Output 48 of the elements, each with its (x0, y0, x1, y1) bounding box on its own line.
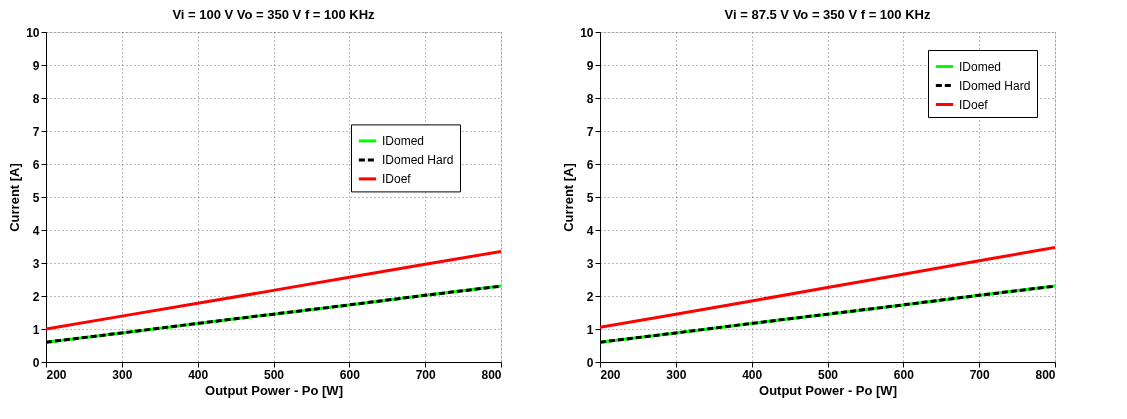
y-tick-label: 0 (586, 355, 594, 370)
x-tick-label: 700 (415, 367, 436, 382)
x-tick-label: 500 (263, 367, 285, 382)
y-tick-label: 3 (586, 256, 594, 271)
y-tick-label: 1 (32, 322, 40, 337)
y-tick-label: 9 (586, 58, 594, 73)
x-tick-label: 200 (600, 367, 621, 382)
legend-label: IDomed Hard (382, 152, 454, 167)
y-tick-label: 6 (32, 157, 40, 172)
y-tick-label: 4 (32, 223, 40, 238)
x-tick-label: 600 (893, 367, 915, 382)
x-tick-label: 600 (339, 367, 361, 382)
chart-title: Vi = 87.5 V Vo = 350 V f = 100 KHz (724, 7, 931, 22)
x-tick-label: 300 (666, 367, 687, 382)
x-tick-label: 400 (742, 367, 763, 382)
y-tick-label: 10 (580, 25, 594, 40)
legend-label: IDoef (959, 97, 989, 112)
x-tick-label: 500 (817, 367, 839, 382)
chart-title: Vi = 100 V Vo = 350 V f = 100 KHz (172, 7, 376, 22)
y-tick-label: 0 (32, 355, 40, 370)
y-tick-label: 8 (586, 91, 594, 106)
legend-label: IDomed (959, 59, 1002, 74)
x-tick-label: 200 (46, 367, 67, 382)
y-tick-label: 2 (586, 289, 594, 304)
y-tick-label: 2 (32, 289, 40, 304)
y-tick-label: 7 (586, 124, 594, 139)
y-axis-title: Current [A] (561, 163, 577, 232)
y-tick-label: 3 (32, 256, 40, 271)
y-tick-label: 6 (586, 157, 594, 172)
y-tick-label: 10 (26, 25, 40, 40)
x-tick-label: 800 (481, 367, 502, 382)
legend-label: IDomed Hard (959, 78, 1031, 93)
x-axis-title: Output Power - Po [W] (205, 382, 343, 398)
y-tick-label: 8 (32, 91, 40, 106)
y-axis-title: Current [A] (7, 163, 23, 232)
legend-label: IDomed (382, 133, 425, 148)
y-tick-label: 7 (32, 124, 40, 139)
x-axis-title: Output Power - Po [W] (759, 382, 897, 398)
y-tick-label: 5 (32, 190, 40, 205)
legend-label: IDoef (382, 171, 412, 186)
x-tick-label: 800 (1035, 367, 1056, 382)
x-tick-label: 300 (112, 367, 133, 382)
y-tick-label: 9 (32, 58, 40, 73)
y-tick-label: 5 (586, 190, 594, 205)
y-tick-label: 1 (586, 322, 594, 337)
x-tick-label: 700 (969, 367, 990, 382)
y-tick-label: 4 (586, 223, 594, 238)
x-tick-label: 400 (188, 367, 209, 382)
